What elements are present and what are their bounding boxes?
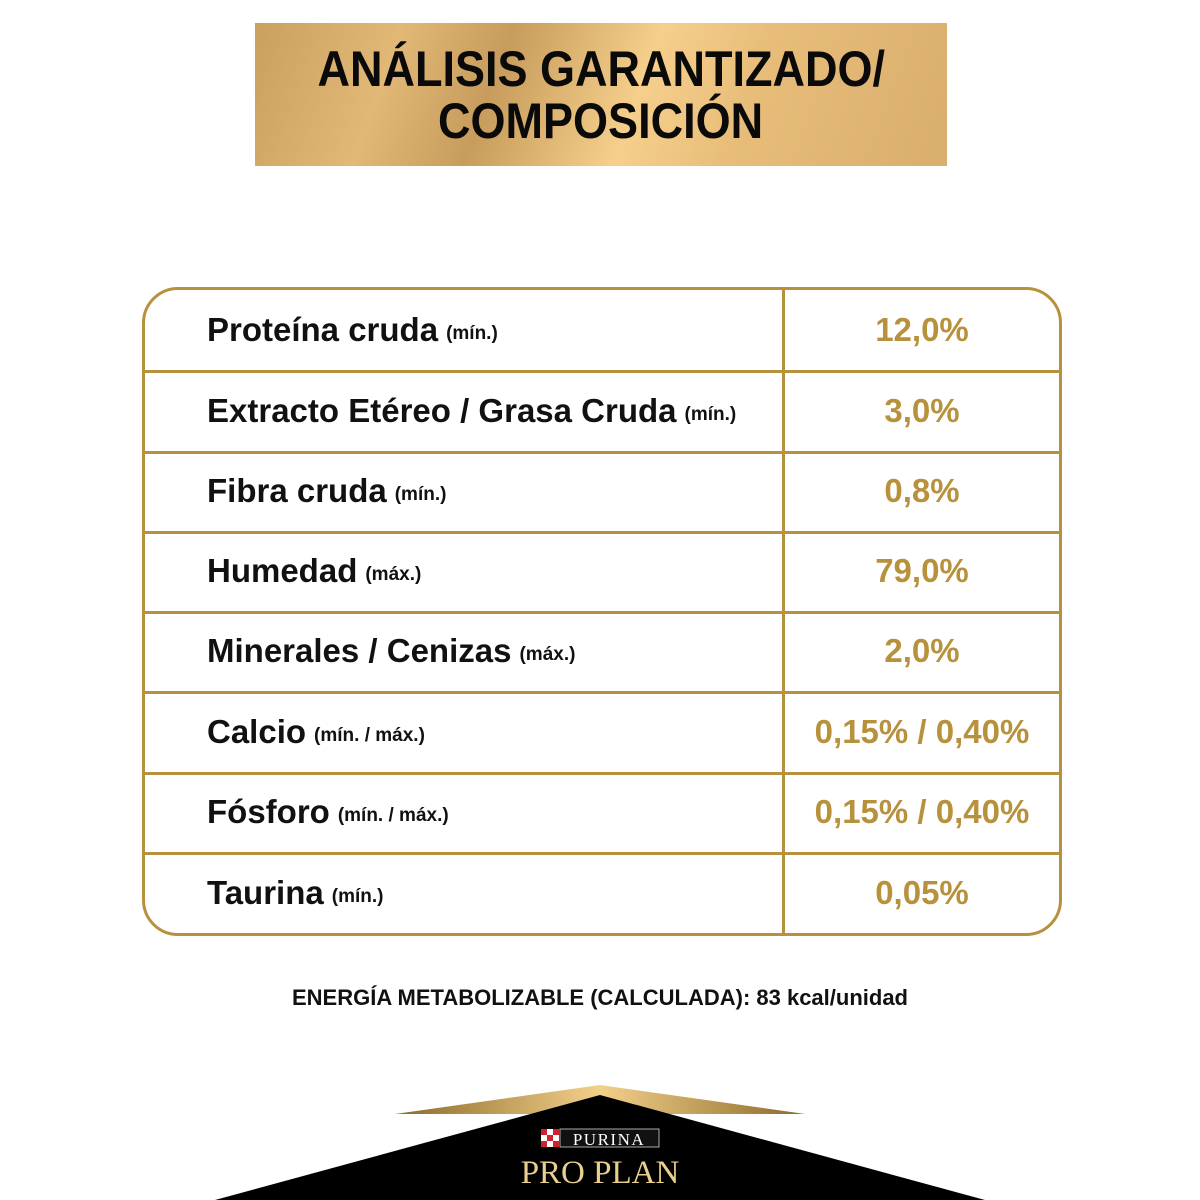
- checkerboard-icon: [541, 1129, 559, 1147]
- nutrient-qualifier: (mín.): [394, 484, 447, 505]
- nutrient-label: Humedad: [207, 552, 358, 589]
- pro-plan-wordmark: PRO PLAN: [521, 1155, 680, 1191]
- table-row: Calcio (mín. / máx.) 0,15% / 0,40%: [145, 692, 1059, 775]
- nutrient-label: Fósforo: [207, 793, 330, 830]
- nutrient-label: Calcio: [207, 713, 307, 750]
- analysis-table: Proteína cruda (mín.) 12,0% Extracto Etér…: [142, 287, 1062, 936]
- nutrient-value: 12,0%: [875, 311, 969, 348]
- metabolizable-energy: ENERGÍA METABOLIZABLE (CALCULADA): 83 kc…: [291, 985, 908, 1010]
- nutrient-qualifier: (mín.): [684, 404, 737, 425]
- title-line-2: COMPOSICIÓN: [438, 92, 764, 149]
- table-row: Taurina (mín.) 0,05%: [145, 853, 1059, 933]
- table-row: Extracto Etéreo / Grasa Cruda (mín.) 3,0%: [145, 371, 1059, 454]
- nutrient-qualifier: (mín. / máx.): [337, 805, 449, 826]
- nutrient-qualifier: (mín. / máx.): [314, 725, 425, 746]
- table-row: Humedad (máx.) 79,0%: [145, 531, 1059, 614]
- nutrient-value: 0,15% / 0,40%: [814, 713, 1030, 750]
- nutrient-value: 0,15% / 0,40%: [814, 793, 1030, 830]
- nutrient-qualifier: (máx.): [519, 644, 576, 665]
- table-row: Fósforo (mín. / máx.) 0,15% / 0,40%: [145, 772, 1059, 855]
- table-row: Fibra cruda (mín.) 0,8%: [145, 451, 1059, 534]
- nutrient-value: 0,8%: [884, 472, 960, 509]
- nutrient-label: Fibra cruda: [207, 472, 387, 509]
- nutrient-label: Taurina: [207, 874, 324, 911]
- nutrient-qualifier: (máx.): [365, 564, 422, 585]
- nutrient-label: Proteína cruda: [207, 311, 439, 348]
- purina-wordmark: PURINA: [573, 1130, 645, 1149]
- nutrient-label: Extracto Etéreo / Grasa Cruda: [207, 392, 677, 429]
- nutrient-value: 79,0%: [875, 552, 969, 589]
- nutrient-value: 0,05%: [875, 874, 969, 911]
- nutrient-qualifier: (mín.): [331, 886, 384, 907]
- table-row: Proteína cruda (mín.) 12,0%: [145, 290, 1059, 373]
- nutrient-value: 3,0%: [884, 392, 960, 429]
- title-banner: ANÁLISIS GARANTIZADO/ COMPOSICIÓN: [255, 23, 947, 166]
- purina-pro-plan-logo: PURINA PRO PLAN: [215, 1085, 985, 1200]
- nutrient-label: Minerales / Cenizas: [207, 632, 512, 669]
- nutrient-qualifier: (mín.): [446, 323, 498, 344]
- table-row: Minerales / Cenizas (máx.) 2,0%: [145, 611, 1059, 694]
- title-line-1: ANÁLISIS GARANTIZADO/: [317, 40, 885, 97]
- nutrient-value: 2,0%: [884, 632, 960, 669]
